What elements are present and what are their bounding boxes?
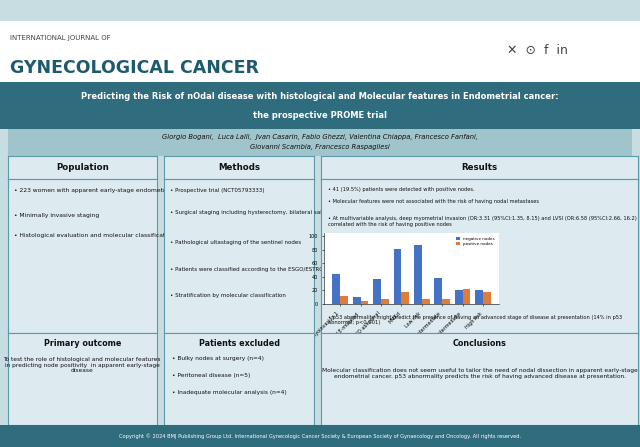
Text: Results: Results [461,163,498,172]
Text: Primary outcome: Primary outcome [44,339,121,348]
Legend: negative nodes, positive nodes: negative nodes, positive nodes [454,235,497,248]
Bar [360,300,369,304]
Bar [373,279,381,304]
Bar [483,292,491,304]
Bar [394,249,401,304]
Text: • At multivariable analysis, deep myometrial invasion (OR:3.31 (95%CI:1.35, 8.15: • At multivariable analysis, deep myomet… [328,216,636,227]
Bar [332,274,340,304]
Bar [422,299,429,304]
Bar [463,289,470,304]
Bar [455,291,463,304]
Bar [476,291,483,304]
Text: To test the role of histological and molecular features in predicting node posit: To test the role of histological and mol… [3,357,161,373]
Text: • Minimally invasive staging: • Minimally invasive staging [13,213,99,218]
Bar [353,297,360,304]
Text: Giorgio Bogani,  Luca Lalli,  Jvan Casarin, Fabio Ghezzi, Valentina Chiappa, Fra: Giorgio Bogani, Luca Lalli, Jvan Casarin… [162,134,478,150]
Text: Predicting the Risk of nOdal disease with histological and Molecular features in: Predicting the Risk of nOdal disease wit… [81,93,559,101]
Text: Patients excluded: Patients excluded [198,339,280,348]
Text: Conclusions: Conclusions [452,339,507,348]
Text: • Molecular features were not associated with the risk of having nodal metastase: • Molecular features were not associated… [328,199,539,204]
Text: • Inadequate molecular analysis (n=4): • Inadequate molecular analysis (n=4) [172,390,287,395]
Text: • Bulky nodes at surgery (n=4): • Bulky nodes at surgery (n=4) [172,356,264,361]
Bar [381,299,388,304]
Text: the prospective PROME trial: the prospective PROME trial [253,111,387,120]
Text: Molecular classification does not seem useful to tailor the need of nodal dissec: Molecular classification does not seem u… [322,368,637,379]
Text: Copyright © 2024 BMJ Publishing Group Ltd. International Gynecologic Cancer Soci: Copyright © 2024 BMJ Publishing Group Lt… [119,433,521,439]
Bar [435,278,442,304]
Text: GYNECOLOGICAL CANCER: GYNECOLOGICAL CANCER [10,59,259,77]
Text: • 223 women with apparent early-stage endometrial cancer: • 223 women with apparent early-stage en… [13,188,195,193]
Text: • Pathological ultastaging of the sentinel nodes: • Pathological ultastaging of the sentin… [170,240,301,245]
Text: Methods: Methods [218,163,260,172]
Text: • p53 abnormality might predict the presence of having an advanced stage of dise: • p53 abnormality might predict the pres… [328,315,621,325]
Bar [414,245,422,304]
Text: INTERNATIONAL JOURNAL OF: INTERNATIONAL JOURNAL OF [10,35,110,41]
Text: • Surgical staging including hysterectomy, bilateral salpingo-oophorectomy and s: • Surgical staging including hysterectom… [170,210,457,215]
Text: • 41 (19.5%) patients were detected with positive nodes.: • 41 (19.5%) patients were detected with… [328,186,474,191]
Text: • Patients were classified according to the ESGO/ESTRO/ESP class of risk: • Patients were classified according to … [170,267,370,272]
Text: • Prospective trial (NCT05793333): • Prospective trial (NCT05793333) [170,188,265,193]
Bar [401,292,409,304]
Text: ✕  ⊙  f  in: ✕ ⊙ f in [507,44,568,57]
Text: • Peritoneal disease (n=5): • Peritoneal disease (n=5) [172,373,250,378]
Bar [340,296,348,304]
Text: Population: Population [56,163,109,172]
Text: • Histological evaluation and molecular classification: • Histological evaluation and molecular … [13,233,174,238]
Text: • Stratification by molecular classification: • Stratification by molecular classifica… [170,293,286,298]
Bar [442,299,450,304]
